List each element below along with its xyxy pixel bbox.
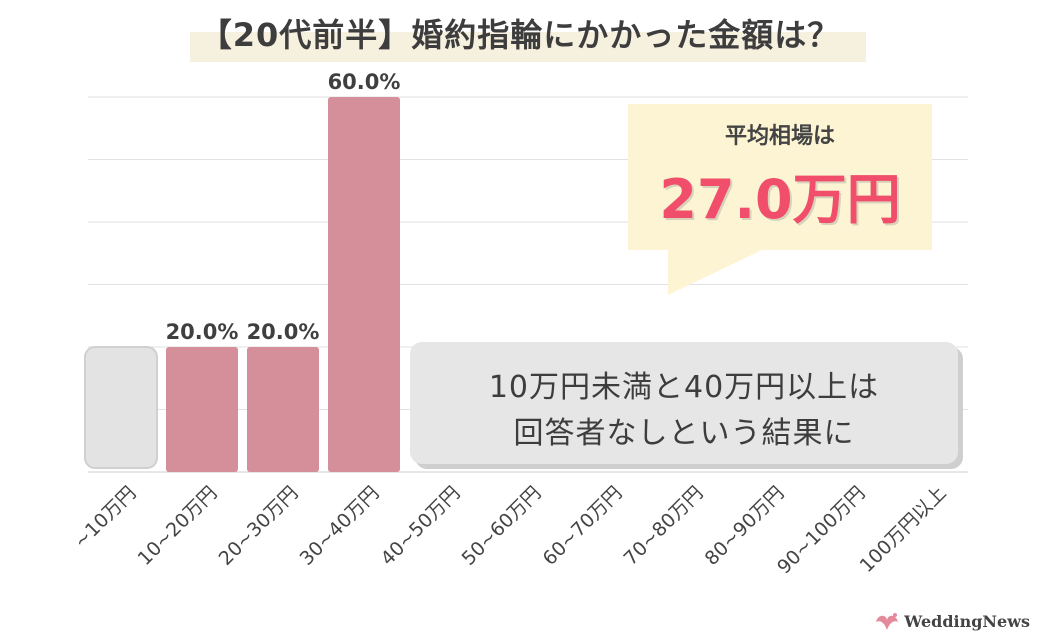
- average-label: 平均相場は: [724, 124, 835, 149]
- title-highlight: [190, 32, 866, 62]
- bar-3: [328, 97, 400, 472]
- bar-label-2: 20.0%: [247, 320, 320, 344]
- average-callout-tail: [668, 249, 764, 295]
- note-line-1: 10万円未満と40万円以上は: [488, 370, 880, 405]
- bar-label-1: 20.0%: [166, 320, 239, 344]
- x-axis-tick-labels: ~10万円10~20万円20~30万円30~40万円40~50万円50~60万円…: [70, 482, 951, 578]
- zero-placeholder-0: [84, 346, 158, 469]
- tick-label-5: 50~60万円: [458, 482, 546, 570]
- bar-2: [247, 347, 319, 472]
- average-callout: [628, 104, 932, 250]
- tick-label-0: ~10万円: [70, 482, 141, 553]
- chart-title: 【20代前半】婚約指輪にかかった金額は？: [199, 16, 841, 54]
- brand-name: WeddingNews: [904, 611, 1030, 631]
- average-value: 27.0万円: [659, 168, 901, 231]
- bar-label-3: 60.0%: [328, 70, 401, 94]
- tick-label-9: 90~100万円: [773, 482, 869, 578]
- note-box: 10万円未満と40万円以上は 回答者なしという結果に: [410, 342, 958, 464]
- bar-1: [166, 347, 238, 472]
- tick-label-6: 60~70万円: [539, 482, 627, 570]
- title-area: 【20代前半】婚約指輪にかかった金額は？: [0, 0, 1040, 80]
- tick-label-3: 30~40万円: [296, 482, 384, 570]
- brand-logo: WeddingNews: [874, 608, 1030, 634]
- tick-label-7: 70~80万円: [620, 482, 708, 570]
- tick-label-4: 40~50万円: [377, 482, 465, 570]
- tick-label-1: 10~20万円: [134, 482, 222, 570]
- tick-label-8: 80~90万円: [701, 482, 789, 570]
- bar-value-labels: 20.0% 20.0% 60.0%: [166, 70, 401, 344]
- tick-label-10: 100万円以上: [856, 482, 951, 577]
- tick-label-2: 20~30万円: [215, 482, 303, 570]
- note-line-2: 回答者なしという結果に: [513, 416, 855, 451]
- bird-icon: [876, 613, 899, 630]
- bars: [84, 97, 400, 472]
